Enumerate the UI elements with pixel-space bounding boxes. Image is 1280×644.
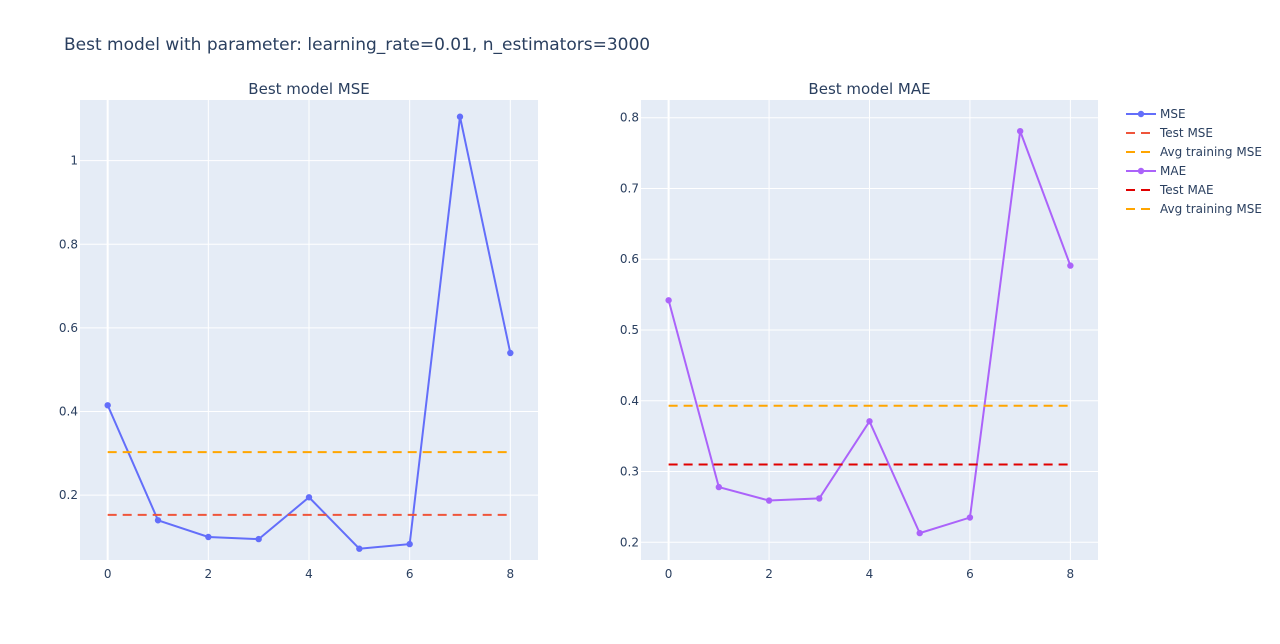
legend-marker <box>1137 167 1145 175</box>
data-point[interactable] <box>507 349 514 357</box>
legend-item[interactable]: Test MSE <box>1126 126 1213 140</box>
y-tick-label: 0.8 <box>59 237 78 251</box>
x-tick-label: 0 <box>104 567 112 581</box>
y-tick-label: 1 <box>70 154 78 168</box>
data-point[interactable] <box>154 517 162 524</box>
data-point[interactable] <box>816 495 823 502</box>
y-tick-label: 0.3 <box>620 465 639 479</box>
data-point[interactable] <box>305 494 313 501</box>
legend-label: MSE <box>1160 107 1186 121</box>
data-point[interactable] <box>205 533 212 541</box>
subplots: 0 2 4 6 8 0.2 0.4 0.6 0.8 1 Best model MSE 0 2 4 6 8 0.2… <box>59 80 1098 581</box>
subplot-1: 0 2 4 6 8 0.2 0.4 0.6 0.8 1 Best model MSE <box>59 80 538 581</box>
y-tick-label: 0.4 <box>620 394 639 408</box>
y-tick-label: 0.4 <box>59 405 78 419</box>
x-tick-label: 4 <box>305 567 313 581</box>
y-tick-label: 0.8 <box>620 111 639 125</box>
data-point[interactable] <box>1067 262 1074 269</box>
series-mae <box>665 127 1074 537</box>
x-tick-label: 2 <box>205 567 213 581</box>
x-tick-label: 0 <box>665 567 673 581</box>
data-point[interactable] <box>406 540 413 548</box>
y-tick-label: 0.2 <box>620 535 639 549</box>
legend-marker <box>1137 110 1145 118</box>
data-point[interactable] <box>356 545 363 552</box>
subplot-2: 0 2 4 6 8 0.2 0.3 0.4 0.5 0.6 0.7 0.8 Best model MAE <box>620 80 1098 581</box>
subplot-title: Best model MSE <box>248 80 369 98</box>
y-tick-label: 0.2 <box>59 488 78 502</box>
x-tick-label: 6 <box>966 567 974 581</box>
legend-item[interactable]: Avg training MSE <box>1126 145 1262 159</box>
legend-item[interactable]: Avg training MSE <box>1126 202 1262 216</box>
data-point[interactable] <box>1016 127 1024 135</box>
subplot-title: Best model MAE <box>808 80 930 98</box>
data-point[interactable] <box>715 483 723 491</box>
legend-label: MAE <box>1160 164 1186 178</box>
data-point[interactable] <box>866 418 873 425</box>
legend-label: Test MAE <box>1159 183 1214 197</box>
data-point[interactable] <box>916 529 923 537</box>
x-tick-label: 6 <box>406 567 414 581</box>
legend-item[interactable]: Test MAE <box>1126 183 1214 197</box>
legend-label: Avg training MSE <box>1160 202 1262 216</box>
legend-item[interactable]: MSE <box>1126 107 1186 121</box>
legend-item[interactable]: MAE <box>1126 164 1186 178</box>
data-point[interactable] <box>104 402 111 409</box>
data-point[interactable] <box>665 297 672 304</box>
x-tick-label: 2 <box>765 567 773 581</box>
x-tick-label: 4 <box>866 567 874 581</box>
figure-title: Best model with parameter: learning_rate… <box>64 35 650 55</box>
y-tick-label: 0.6 <box>620 252 639 266</box>
legend[interactable]: MSE Test MSE Avg training MSE MAE Test MAE Av… <box>1126 107 1262 216</box>
y-tick-label: 0.5 <box>620 323 639 337</box>
y-tick-label: 0.7 <box>620 181 639 195</box>
y-tick-label: 0.6 <box>59 321 78 335</box>
data-point[interactable] <box>765 497 773 504</box>
data-point[interactable] <box>456 113 464 120</box>
x-tick-label: 8 <box>1067 567 1075 581</box>
data-point[interactable] <box>255 535 262 543</box>
x-tick-label: 8 <box>506 567 514 581</box>
series-mse <box>104 113 514 552</box>
data-point[interactable] <box>966 514 974 521</box>
legend-label: Avg training MSE <box>1160 145 1262 159</box>
legend-label: Test MSE <box>1159 126 1213 140</box>
